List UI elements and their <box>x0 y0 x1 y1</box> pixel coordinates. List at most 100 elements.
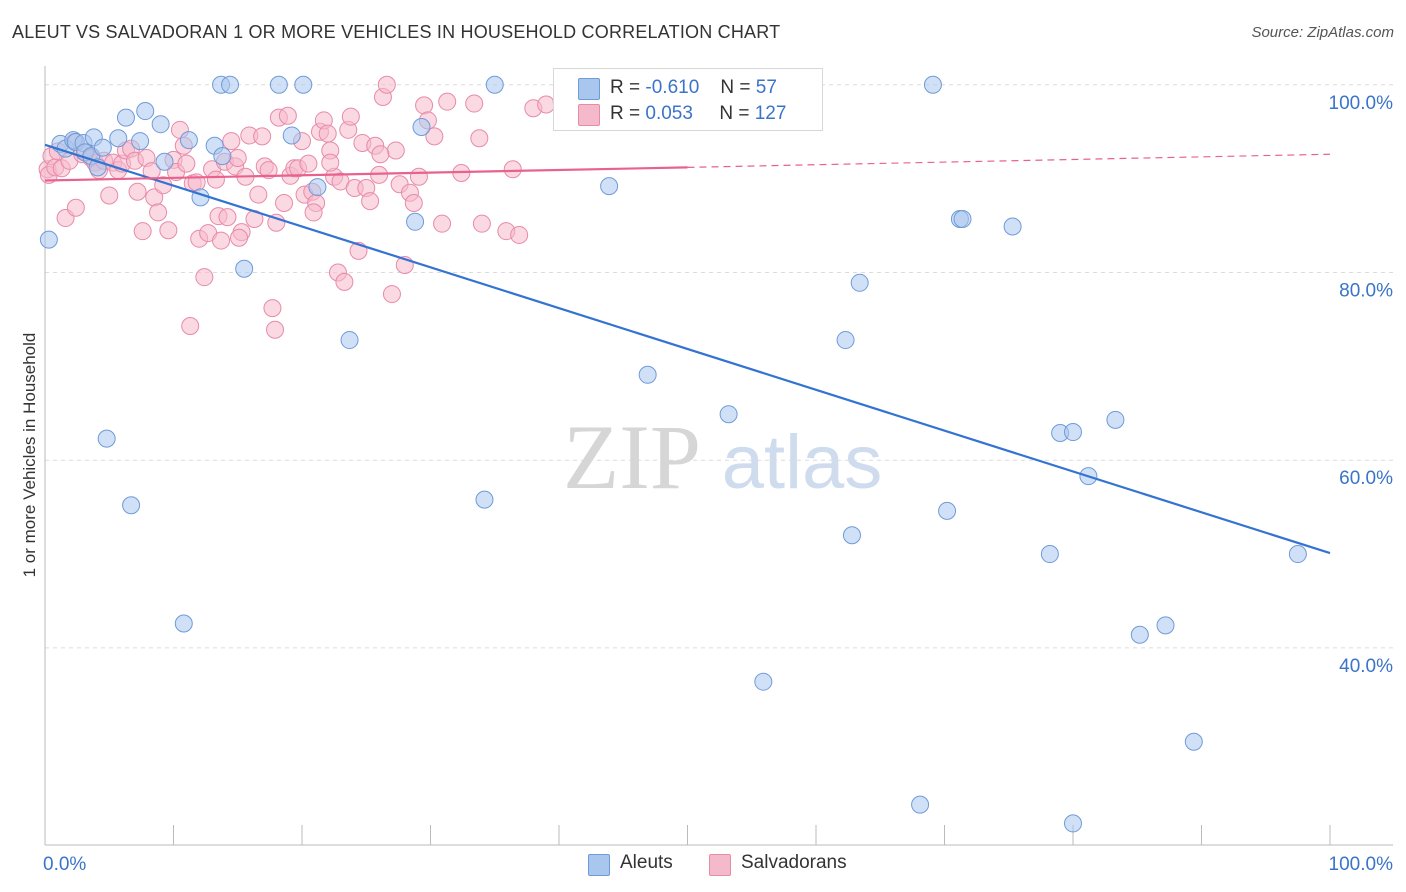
salvadoran-point <box>304 203 323 222</box>
salvadoran-point <box>275 194 294 213</box>
aleut-point <box>475 490 494 509</box>
watermark: ZIP atlas <box>563 406 882 508</box>
aleut-point <box>136 102 155 121</box>
aleut-point <box>109 129 128 148</box>
aleut-point <box>1288 545 1307 564</box>
salvadoran-point <box>218 208 237 227</box>
salvadoran-point <box>267 213 286 232</box>
aleut-point <box>235 259 254 278</box>
aleut-point <box>1003 217 1022 236</box>
aleut-point <box>953 209 972 228</box>
source-label: Source: ZipAtlas.com <box>1251 24 1394 41</box>
legend-r-value: 0.053 <box>645 103 693 124</box>
aleut-point <box>282 126 301 145</box>
aleut-swatch <box>578 78 600 100</box>
aleut-point <box>213 147 232 166</box>
salvadoran-point <box>361 192 380 211</box>
salvadoran-point <box>266 320 285 339</box>
aleut-legend-label: Aleuts <box>620 852 673 873</box>
legend-r-label: R = <box>610 103 641 124</box>
x-tick-label: 0.0% <box>43 854 86 875</box>
aleut-legend-swatch <box>588 854 610 876</box>
aleut-point <box>938 501 957 520</box>
legend-n-value: 127 <box>754 103 787 124</box>
legend-n-label: N = <box>720 77 751 98</box>
tick-labels: 40.0% 60.0% 80.0% 100.0% 0.0% 100.0% <box>43 93 1393 875</box>
aleut-point <box>93 138 112 157</box>
aleut-point <box>911 795 930 814</box>
aleut-point <box>269 75 288 94</box>
aleut-point <box>1184 732 1203 751</box>
aleut-point <box>1130 625 1149 644</box>
aleut-point <box>1040 545 1059 564</box>
correlation-legend: R = -0.610 N = 57 R = 0.053 N = 127 <box>553 68 823 131</box>
salvadoran-point <box>195 268 214 287</box>
salvadoran-trend-extension <box>687 153 1331 168</box>
aleut-point <box>836 331 855 350</box>
salvadoran-point <box>433 214 452 233</box>
aleut-point <box>600 177 619 196</box>
salvadoran-point <box>278 106 297 125</box>
salvadoran-point <box>377 75 396 94</box>
y-tick-label: 40.0% <box>1339 656 1393 677</box>
salvadoran-legend-label: Salvadorans <box>741 852 847 873</box>
aleut-point <box>485 75 504 94</box>
aleut-point <box>221 75 240 94</box>
legend-n-value: 57 <box>755 77 777 98</box>
aleut-point <box>1106 410 1125 429</box>
salvadoran-point <box>253 127 272 146</box>
aleut-point <box>131 132 150 151</box>
salvadoran-point <box>177 154 196 173</box>
salvadoran-point <box>249 185 268 204</box>
salvadoran-point <box>318 124 337 143</box>
y-axis-label: 1 or more Vehicles in Household <box>20 332 39 578</box>
aleut-point <box>719 405 738 424</box>
y-tick-label: 60.0% <box>1339 468 1393 489</box>
salvadoran-point <box>66 198 85 217</box>
chart-title: ALEUT VS SALVADORAN 1 OR MORE VEHICLES I… <box>12 22 781 42</box>
salvadoran-point <box>470 129 489 148</box>
salvadoran-point <box>128 182 147 201</box>
salvadoran-point <box>212 231 231 250</box>
x-tick-label: 100.0% <box>1329 854 1394 875</box>
aleut-point <box>340 331 359 350</box>
salvadoran-point <box>465 94 484 113</box>
salvadoran-point <box>181 316 200 335</box>
aleut-point <box>116 108 135 127</box>
salvadoran-point <box>503 160 522 179</box>
salvadoran-point <box>222 132 241 151</box>
aleut-point <box>638 365 657 384</box>
salvadoran-point <box>409 167 428 186</box>
salvadoran-point <box>382 285 401 304</box>
salvadoran-point <box>510 225 529 244</box>
aleut-point <box>97 429 116 448</box>
salvadoran-point <box>415 96 434 115</box>
aleut-points <box>39 75 1307 833</box>
aleut-point <box>754 672 773 691</box>
aleut-point <box>1064 423 1082 442</box>
salvadoran-point <box>133 222 152 241</box>
salvadoran-point <box>472 214 491 233</box>
legend-n-label: N = <box>719 103 750 124</box>
salvadoran-point <box>159 221 178 240</box>
aleut-point <box>850 273 869 292</box>
salvadoran-point <box>321 153 340 172</box>
aleut-point <box>923 75 942 94</box>
salvadoran-point <box>371 145 390 164</box>
watermark-zip: ZIP <box>563 406 701 508</box>
aleut-point <box>122 496 141 515</box>
y-tick-label: 80.0% <box>1339 280 1393 301</box>
salvadoran-point <box>230 228 249 247</box>
salvadoran-point <box>425 127 444 146</box>
aleut-point <box>39 230 58 249</box>
trend-lines <box>44 143 1331 555</box>
salvadoran-point <box>438 92 457 111</box>
y-tick-label: 100.0% <box>1329 93 1394 114</box>
aleut-point <box>155 152 174 171</box>
aleut-point <box>294 75 313 94</box>
aleut-point <box>1064 814 1082 833</box>
aleut-point <box>308 178 327 197</box>
aleut-point <box>179 131 198 150</box>
salvadoran-point <box>263 299 282 318</box>
